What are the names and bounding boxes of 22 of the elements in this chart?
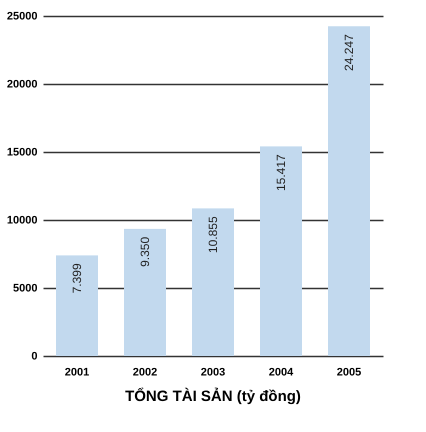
y-tick-label: 15000 [6, 146, 38, 158]
y-tick-label: 5000 [13, 282, 38, 294]
y-tick-label: 0 [31, 350, 38, 362]
data-label: 24.247 [342, 34, 356, 71]
data-label: 9.350 [138, 236, 152, 267]
y-tick-label: 10000 [6, 214, 38, 226]
data-label: 15.417 [274, 154, 288, 192]
x-tick-label: 2004 [268, 366, 294, 378]
data-label: 7.399 [70, 263, 84, 294]
bar [192, 208, 234, 356]
bar [260, 146, 302, 356]
text: TỔNG TÀI SẢN (tỷ đồng) [125, 387, 301, 405]
x-tick-label: 2005 [336, 366, 362, 378]
data-label: 10.855 [206, 216, 220, 254]
y-tick-label: 25000 [6, 10, 38, 22]
x-tick-label: 2002 [132, 366, 158, 378]
bar [56, 255, 98, 356]
x-tick-label: 2001 [64, 366, 90, 378]
bar [124, 228, 166, 356]
y-tick-label: 20000 [6, 78, 38, 90]
bar [328, 26, 370, 356]
x-tick-label: 2003 [200, 366, 226, 378]
